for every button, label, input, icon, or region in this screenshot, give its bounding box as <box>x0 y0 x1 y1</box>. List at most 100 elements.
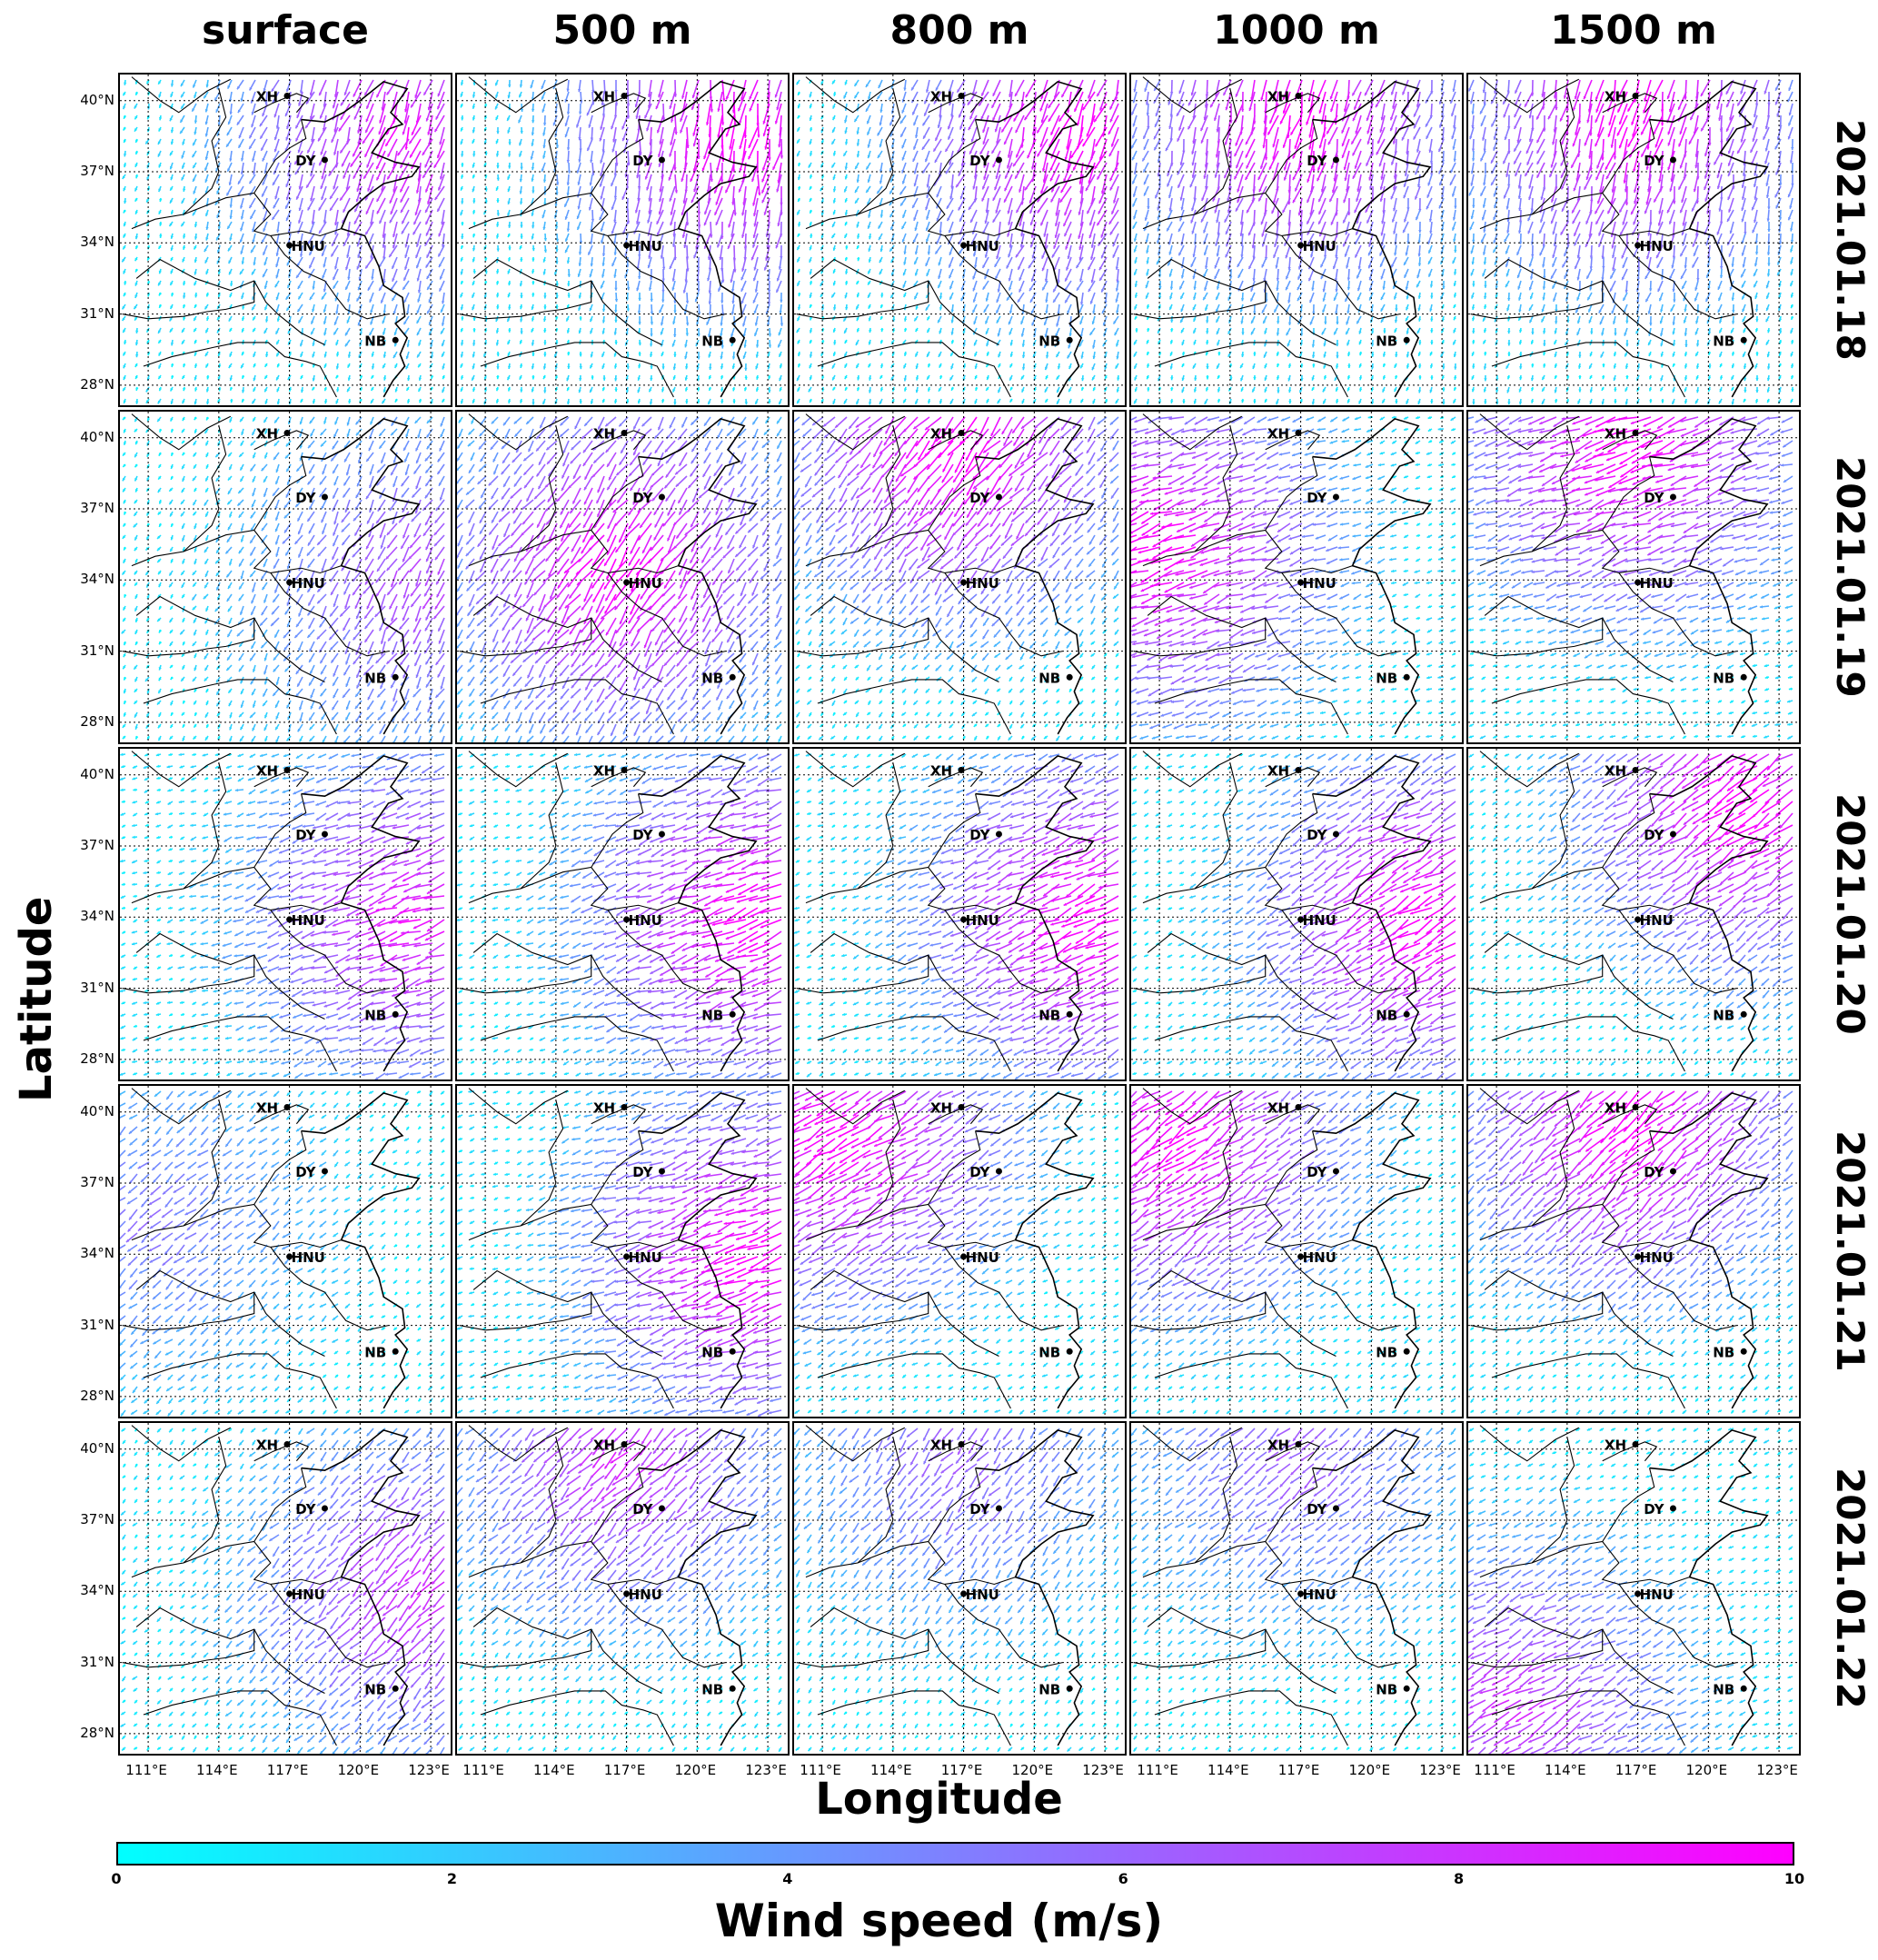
wind-arrow-head <box>902 272 906 276</box>
wind-arrow-head <box>797 176 801 181</box>
wind-arrow-head <box>821 258 825 262</box>
wind-arrow-head <box>731 169 736 173</box>
wind-arrow-head <box>707 333 711 337</box>
row-title: 2021.01.20 <box>1818 747 1873 1081</box>
wind-arrow-head <box>320 152 323 155</box>
wind-arrow-head <box>507 400 512 403</box>
wind-arrow <box>1048 103 1060 123</box>
wind-arrow-head <box>299 90 303 94</box>
wind-arrow-head <box>194 328 197 333</box>
wind-arrow-head <box>442 375 446 380</box>
wind-arrow-head <box>1099 107 1103 111</box>
wind-arrow-head <box>376 210 380 214</box>
wind-arrow-head <box>1116 279 1119 283</box>
wind-arrow-head <box>204 95 207 99</box>
wind-arrow-head <box>720 365 724 370</box>
wind-arrow-head <box>1343 108 1347 112</box>
wind-arrow-head <box>986 400 989 403</box>
wind-arrow-head <box>134 115 138 120</box>
wind-arrow-head <box>661 366 665 370</box>
wind-arrow-head <box>1055 343 1058 347</box>
wind-arrow-head <box>425 118 429 122</box>
wind-arrow <box>363 138 374 158</box>
wind-arrow-head <box>555 238 560 243</box>
wind-arrow <box>643 150 652 167</box>
wind-arrow-head <box>1056 323 1059 327</box>
wind-arrow-head <box>542 375 546 380</box>
wind-arrow-head <box>890 272 895 276</box>
wind-arrow-head <box>170 94 174 98</box>
wind-arrow-head <box>957 89 960 93</box>
wind-arrow-head <box>241 329 244 333</box>
wind-arrow-head <box>1425 100 1428 104</box>
wind-arrow-head <box>227 121 231 125</box>
wind-arrow-head <box>1061 94 1065 98</box>
wind-arrow-head <box>567 283 571 287</box>
site-label: DY <box>632 153 653 169</box>
wind-arrow-head <box>891 353 895 356</box>
wind-arrow-head <box>423 92 427 95</box>
wind-arrow-head <box>1090 244 1095 248</box>
wind-arrow-head <box>158 94 162 98</box>
wind-arrow-head <box>335 401 339 404</box>
wind-arrow-head <box>134 164 138 167</box>
wind-arrow-head <box>588 207 592 211</box>
wind-arrow-head <box>330 207 333 211</box>
wind-arrow-head <box>252 158 255 162</box>
wind-arrow-head <box>158 188 162 193</box>
wind-arrow-head <box>1352 117 1356 122</box>
wind-arrow-head <box>981 198 985 202</box>
wind-arrow-head <box>382 320 385 324</box>
wind-arrow-head <box>369 299 373 303</box>
wind-arrow-head <box>192 108 195 112</box>
wind-arrow-head <box>845 306 849 311</box>
wind-arrow-head <box>371 276 374 280</box>
wind-arrow-head <box>982 264 986 268</box>
wind-arrow-head <box>779 377 782 382</box>
wind-arrow-head <box>613 274 617 278</box>
wind-arrow-head <box>1065 299 1068 303</box>
wind-arrow-head <box>531 389 534 393</box>
wind-arrow-head <box>706 189 710 194</box>
wind-arrow-head <box>797 114 800 119</box>
wind-arrow-head <box>832 189 837 193</box>
wind-arrow-head <box>312 309 315 313</box>
wind-arrow-head <box>170 152 174 156</box>
wind-arrow-head <box>357 254 361 258</box>
wind-arrow-head <box>660 322 664 326</box>
wind-arrow-head <box>625 332 629 336</box>
wind-arrow-head <box>204 156 209 161</box>
wind-arrow-head <box>159 234 163 238</box>
wind-arrow-head <box>472 271 476 274</box>
wind-arrow-head <box>181 177 184 181</box>
wind-arrow-head <box>507 176 511 180</box>
wind-arrow-head <box>531 306 534 310</box>
wind-arrow-head <box>367 287 371 291</box>
wind-arrow <box>760 174 770 194</box>
wind-arrow-head <box>879 364 884 369</box>
wind-arrow-head <box>495 140 499 144</box>
wind-arrow-head <box>412 231 416 235</box>
wind-arrow-head <box>831 141 835 144</box>
wind-arrow-head <box>720 333 723 337</box>
wind-arrow-head <box>194 245 197 250</box>
wind-arrow-head <box>755 388 760 392</box>
wind-arrow <box>1004 162 1013 180</box>
wind-arrow-head <box>768 390 771 393</box>
wind-arrow-head <box>1082 143 1086 147</box>
wind-arrow-head <box>1279 121 1283 124</box>
wind-arrow-head <box>382 278 386 283</box>
wind-arrow-head <box>1452 88 1456 93</box>
wind-arrow-head <box>1073 167 1077 171</box>
wind-arrow-head <box>323 401 328 404</box>
wind-arrow-head <box>661 299 665 303</box>
wind-arrow-head <box>347 388 351 393</box>
wind-arrow-head <box>335 311 339 314</box>
wind-arrow-head <box>194 317 197 322</box>
wind-arrow <box>365 103 374 123</box>
wind-arrow <box>659 174 664 193</box>
wind-arrow-head <box>949 252 952 255</box>
wind-arrow-head <box>1004 141 1008 145</box>
wind-arrow-head <box>518 119 522 124</box>
wind-arrow-head <box>779 353 782 357</box>
